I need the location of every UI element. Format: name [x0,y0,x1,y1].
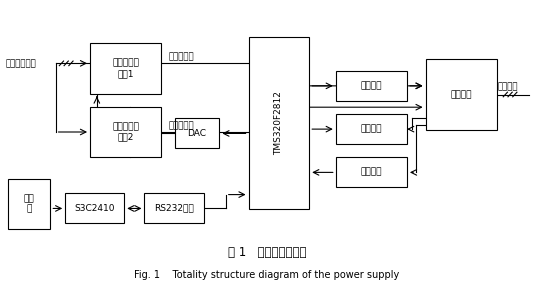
Text: 三相交流输入: 三相交流输入 [5,59,36,68]
FancyBboxPatch shape [426,59,497,130]
FancyBboxPatch shape [8,179,50,229]
Text: 负脉冲电压: 负脉冲电压 [168,121,194,130]
Text: RS232电路: RS232电路 [154,204,194,213]
Text: 晶闸管整流
模块2: 晶闸管整流 模块2 [112,122,139,141]
FancyBboxPatch shape [248,37,309,209]
Text: 图 1   电源总体结构图: 图 1 电源总体结构图 [227,246,307,259]
FancyBboxPatch shape [90,43,161,93]
FancyBboxPatch shape [65,193,124,223]
FancyBboxPatch shape [336,71,407,101]
Text: 正脉冲电压: 正脉冲电压 [168,52,194,61]
FancyBboxPatch shape [175,118,219,148]
FancyBboxPatch shape [336,157,407,187]
Text: 保护电路: 保护电路 [360,124,382,133]
Text: 驱动电路: 驱动电路 [360,81,382,90]
Text: Fig. 1    Totality structure diagram of the power supply: Fig. 1 Totality structure diagram of the… [135,270,399,280]
FancyBboxPatch shape [90,107,161,157]
Text: DAC: DAC [187,129,207,138]
FancyBboxPatch shape [336,114,407,144]
Text: 检测电路: 检测电路 [360,168,382,177]
Text: 触摸
屏: 触摸 屏 [24,194,35,214]
Text: 脉冲输出: 脉冲输出 [498,82,519,91]
Text: 逆变电路: 逆变电路 [451,90,472,99]
FancyBboxPatch shape [144,193,203,223]
Text: S3C2410: S3C2410 [74,204,115,213]
Text: TMS320F2812: TMS320F2812 [274,91,284,155]
Text: 晶闸管整流
模块1: 晶闸管整流 模块1 [112,59,139,78]
